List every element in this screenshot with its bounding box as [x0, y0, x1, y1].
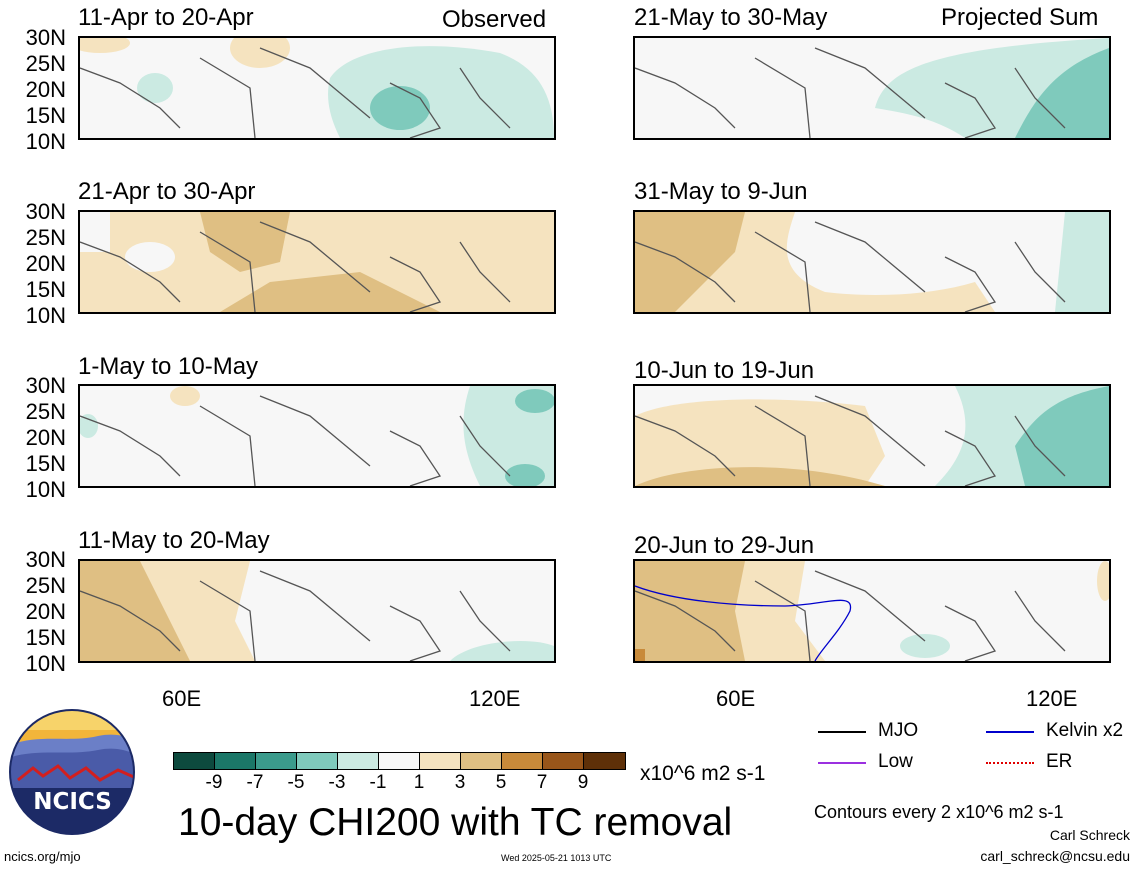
- lat-label: 25N: [25, 573, 66, 598]
- main-title: 10-day CHI200 with TC removal: [178, 801, 733, 844]
- legend-line-er: [986, 762, 1034, 764]
- lat-label: 15N: [25, 103, 66, 128]
- map-panel-1: [78, 36, 556, 140]
- lat-label: 25N: [25, 399, 66, 424]
- legend-line-kelvin: [986, 731, 1034, 733]
- lat-label: 10N: [25, 303, 66, 328]
- lat-label: 30N: [25, 199, 66, 224]
- colorbar-swatch: [501, 752, 543, 770]
- colorbar-swatch: [542, 752, 584, 770]
- map-panel-6: [633, 210, 1111, 314]
- legend-label-er: ER: [1046, 751, 1073, 772]
- colorbar-swatch: [583, 752, 626, 770]
- legend-label-kelvin: Kelvin x2: [1046, 720, 1124, 741]
- colorbar-label: -1: [369, 772, 387, 793]
- lon-label: 60E: [162, 686, 202, 711]
- panel-title-4: 11-May to 20-May: [78, 527, 270, 554]
- legend-line-low: [818, 762, 866, 764]
- colorbar-swatch: [378, 752, 420, 770]
- panel-title-3: 1-May to 10-May: [78, 353, 259, 380]
- contour-note: Contours every 2 x10^6 m2 s-1: [814, 802, 1064, 822]
- ncics-logo: [8, 708, 136, 841]
- lon-label: 120E: [469, 686, 521, 711]
- colorbar-label: -9: [205, 772, 223, 793]
- colorbar-label: 1: [413, 772, 425, 793]
- colorbar-swatch: [337, 752, 379, 770]
- lat-label: 20N: [25, 77, 66, 102]
- colorbar-label: -7: [246, 772, 264, 793]
- email-link: carl_schreck@ncsu.edu: [980, 848, 1130, 864]
- colorbar-label: 3: [454, 772, 466, 793]
- panel-title-2: 21-Apr to 30-Apr: [78, 178, 256, 205]
- lat-label: 15N: [25, 451, 66, 476]
- author: Carl Schreck: [1049, 827, 1130, 843]
- lat-label: 15N: [25, 625, 66, 650]
- lat-label: 25N: [25, 225, 66, 250]
- map-panel-7: [633, 384, 1111, 488]
- lat-label: 20N: [25, 251, 66, 276]
- lat-label: 30N: [25, 373, 66, 398]
- lat-label: 10N: [25, 651, 66, 676]
- colorbar-swatch: [173, 752, 215, 770]
- colorbar-label: 9: [577, 772, 589, 793]
- colorbar-label: -3: [328, 772, 346, 793]
- colorbar-swatch: [419, 752, 461, 770]
- map-panel-4: [78, 559, 556, 663]
- colorbar-swatch: [296, 752, 338, 770]
- lon-label: 120E: [1026, 686, 1078, 711]
- lat-label: 20N: [25, 425, 66, 450]
- legend-label-low: Low: [878, 751, 913, 772]
- panel-title-5: 21-May to 30-May: [634, 4, 828, 31]
- lat-label: 25N: [25, 51, 66, 76]
- colorbar-swatch: [460, 752, 502, 770]
- map-panel-3: [78, 384, 556, 488]
- lat-label: 30N: [25, 547, 66, 572]
- map-panel-5: [633, 36, 1111, 140]
- colorbar-label: -5: [287, 772, 305, 793]
- map-panel-2: [78, 210, 556, 314]
- panel-title-6: 31-May to 9-Jun: [634, 178, 808, 205]
- map-panel-8: [633, 559, 1111, 663]
- colorbar-label: 5: [495, 772, 507, 793]
- timestamp: Wed 2025-05-21 1013 UTC: [501, 853, 612, 863]
- panel-title-7: 10-Jun to 19-Jun: [634, 357, 815, 384]
- lat-label: 15N: [25, 277, 66, 302]
- lat-label: 10N: [25, 129, 66, 154]
- panel-title-1: 11-Apr to 20-Apr: [78, 4, 254, 31]
- legend-line-mjo: [818, 731, 866, 733]
- lon-label: 60E: [716, 686, 756, 711]
- colorbar-units: x10^6 m2 s-1: [640, 762, 766, 785]
- site-link: ncics.org/mjo: [4, 849, 81, 864]
- observed-label: Observed: [442, 6, 547, 33]
- lat-label: 20N: [25, 599, 66, 624]
- lat-label: 30N: [25, 25, 66, 50]
- colorbar-label: 7: [536, 772, 548, 793]
- projected-sum-label: Projected Sum: [941, 4, 1099, 31]
- panel-title-8: 20-Jun to 29-Jun: [634, 532, 815, 559]
- colorbar-swatch: [214, 752, 256, 770]
- legend-label-mjo: MJO: [878, 720, 919, 741]
- lat-label: 10N: [25, 477, 66, 502]
- colorbar-swatch: [255, 752, 297, 770]
- logo-text: NCICS: [33, 789, 112, 815]
